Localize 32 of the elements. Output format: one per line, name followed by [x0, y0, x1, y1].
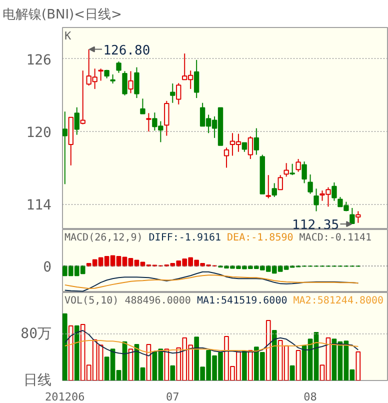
chart-title: VOL(5,10) 488496.0000: [64, 296, 191, 306]
candlestick: [170, 83, 176, 104]
candlestick: [62, 111, 68, 185]
x-axis-title: 日线: [24, 372, 52, 388]
candlestick: [332, 182, 337, 202]
x-tick-label: 07: [166, 390, 180, 403]
bar: [170, 365, 176, 380]
bar: [272, 330, 277, 380]
candlestick: [314, 188, 319, 212]
candlestick: [194, 59, 200, 99]
y-tick-label: 126: [26, 52, 52, 68]
bar: [242, 350, 247, 380]
text: MA2:581244.8000: [293, 296, 384, 306]
y-tick-label: 114: [26, 198, 52, 214]
candlestick: [146, 112, 152, 132]
y-tick-label: 120: [26, 125, 52, 142]
text: MA1:541519.6000: [196, 296, 288, 306]
bar: [62, 313, 68, 380]
bar: [74, 325, 80, 380]
chart-title: 电解镍(BNI)<日线>: [2, 8, 122, 22]
annotation: K: [64, 30, 72, 42]
x-tick-label: 201206: [45, 390, 85, 403]
text: DEA:-1.8590: [227, 232, 294, 244]
bar: [290, 365, 295, 380]
annotation: 112.35: [292, 218, 340, 234]
annotation: 126.80: [103, 43, 150, 58]
chart-title: MACD(26,12,9): [64, 232, 143, 244]
ref-line-label: 0: [43, 260, 52, 276]
x-tick-label: 08: [304, 390, 317, 403]
ref-line-label: 80万: [20, 326, 52, 342]
text: MACD:-0.1141: [299, 232, 372, 244]
text: DIFF:-1.9161: [148, 232, 222, 244]
